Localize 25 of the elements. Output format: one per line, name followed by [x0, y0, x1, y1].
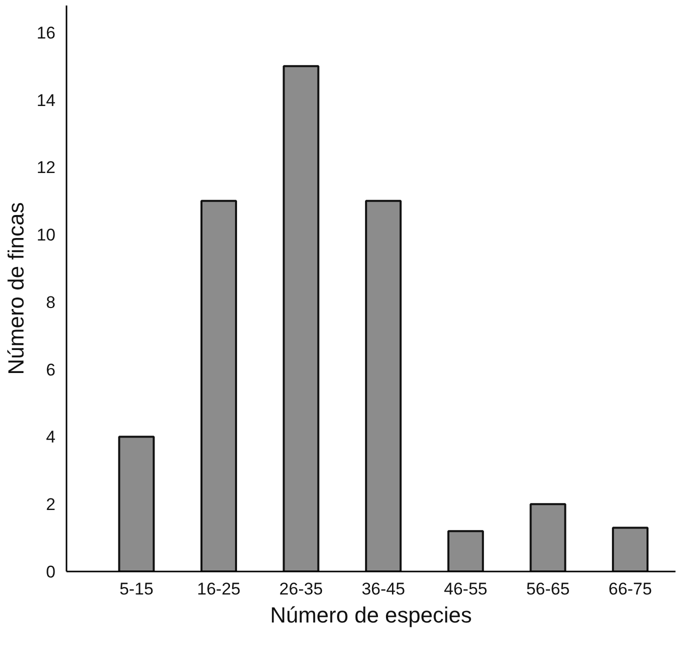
- bar: [282, 65, 320, 572]
- y-tick-label: 10: [36, 226, 56, 245]
- y-tick-label: 2: [46, 495, 56, 514]
- y-tick-label: 6: [46, 360, 56, 380]
- bar: [118, 436, 155, 572]
- x-tick-label: 56-65: [526, 580, 570, 598]
- x-tick-label: 16-25: [197, 580, 240, 598]
- x-tick-label: 36-45: [362, 580, 406, 598]
- x-tick-label: 46-55: [444, 580, 488, 598]
- y-tick-label: 12: [36, 158, 56, 178]
- y-axis-title: Número de fincas: [4, 202, 29, 375]
- x-tick-label: 5-15: [119, 580, 154, 598]
- bar: [200, 200, 238, 572]
- y-tick-label: 16: [36, 23, 56, 42]
- x-axis-title: Número de especies: [270, 602, 472, 628]
- bar: [447, 530, 484, 572]
- x-tick-label: 26-35: [279, 580, 323, 598]
- y-tick-label: 0: [46, 562, 56, 582]
- y-tick-label: 4: [46, 428, 56, 447]
- bar: [530, 503, 566, 572]
- y-tick-label: 14: [36, 90, 56, 110]
- bar: [612, 526, 649, 572]
- y-tick-label: 8: [46, 292, 56, 312]
- bar: [365, 200, 402, 572]
- x-tick-label: 66-75: [608, 580, 652, 598]
